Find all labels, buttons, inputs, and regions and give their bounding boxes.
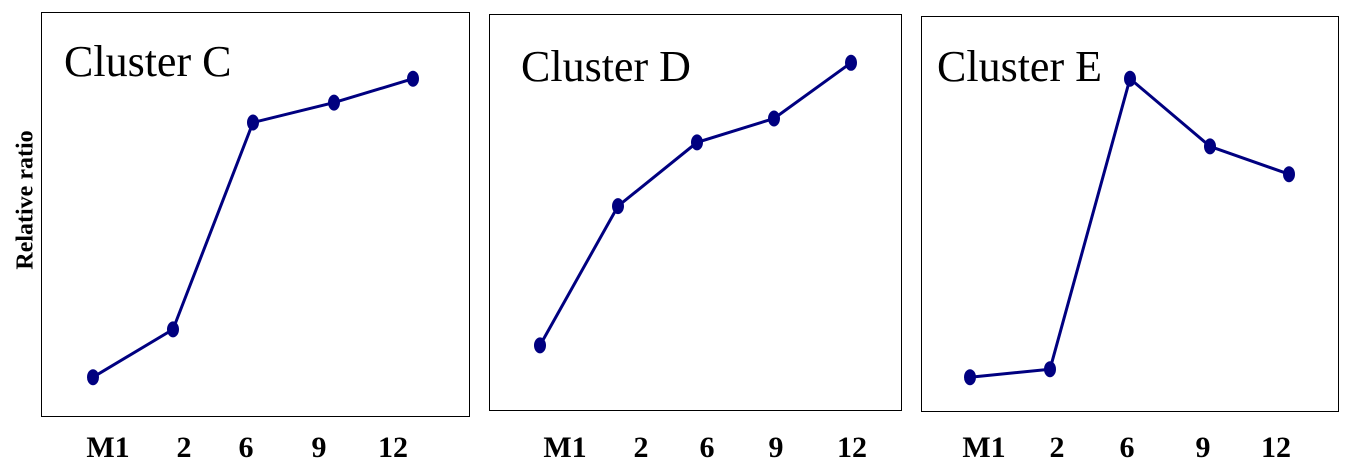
cluster-e-x-tick-12: 12 <box>1261 431 1291 464</box>
cluster-d-series-line <box>538 61 852 347</box>
cluster-c-title: Cluster C <box>64 37 231 86</box>
cluster-d-x-tick-m1: M1 <box>543 431 586 464</box>
cluster-d-point-12 <box>845 54 857 71</box>
cluster-c-point-12 <box>407 70 419 87</box>
cluster-e-frame <box>921 16 1339 412</box>
cluster-e-title: Cluster E <box>937 42 1102 91</box>
cluster-e-point-2 <box>1044 361 1056 378</box>
cluster-c-x-tick-6: 6 <box>239 431 254 464</box>
cluster-c-x-tick-9: 9 <box>312 431 327 464</box>
cluster-d-point-m1 <box>534 337 546 354</box>
cluster-c-point-6 <box>247 114 259 131</box>
cluster-e-point-12 <box>1283 166 1295 183</box>
cluster-d-point-2 <box>612 198 624 215</box>
cluster-c-point-m1 <box>87 369 99 386</box>
cluster-e-x-tick-9: 9 <box>1196 431 1211 464</box>
cluster-e-x-tick-2: 2 <box>1050 431 1065 464</box>
cluster-e-series-line <box>969 76 1290 379</box>
cluster-d-point-6 <box>691 134 703 151</box>
cluster-e-panel: Cluster E M1 2 6 9 12 <box>937 42 1295 464</box>
cluster-d-x-tick-12: 12 <box>837 431 867 464</box>
cluster-d-point-9 <box>768 110 780 127</box>
cluster-e-point-9 <box>1204 138 1216 155</box>
cluster-e-point-m1 <box>964 369 976 386</box>
cluster-c-frame <box>41 12 470 417</box>
cluster-d-title: Cluster D <box>521 42 691 91</box>
cluster-c-x-tick-12: 12 <box>378 431 408 464</box>
cluster-e-x-tick-m1: M1 <box>962 431 1005 464</box>
cluster-d-x-tick-6: 6 <box>700 431 715 464</box>
cluster-c-point-2 <box>167 321 179 338</box>
cluster-e-x-tick-6: 6 <box>1120 431 1135 464</box>
cluster-c-point-9 <box>328 94 340 111</box>
cluster-c-x-tick-m1: M1 <box>86 431 129 464</box>
cluster-e-point-6 <box>1124 70 1136 87</box>
cluster-c-x-tick-2: 2 <box>177 431 192 464</box>
cluster-d-panel: Cluster D M1 2 6 9 12 <box>521 42 867 464</box>
cluster-c-panel: Cluster C M1 2 6 9 12 <box>64 37 419 464</box>
cluster-d-frame <box>489 14 902 411</box>
cluster-d-x-tick-9: 9 <box>769 431 784 464</box>
cluster-d-x-tick-2: 2 <box>634 431 649 464</box>
